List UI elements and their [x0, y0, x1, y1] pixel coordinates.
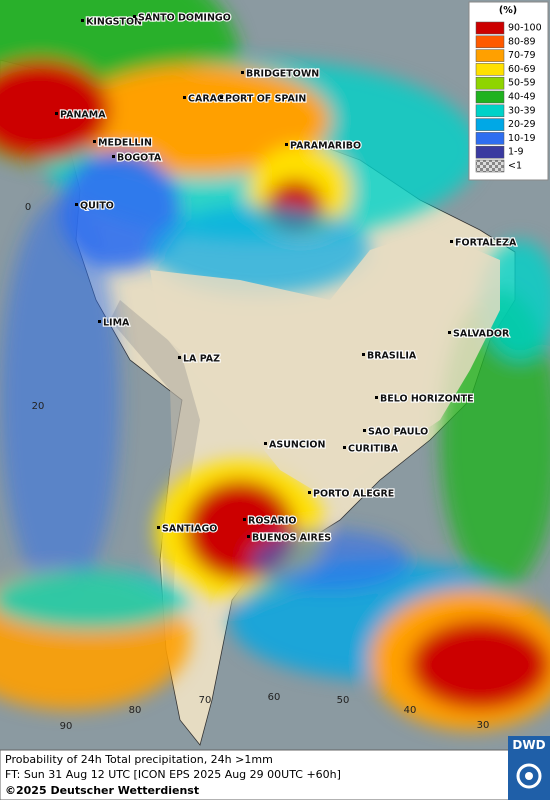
- city-marker: [133, 15, 136, 18]
- grid-label: 40: [404, 705, 417, 716]
- copyright: ©2025 Deutscher Wetterdienst: [5, 784, 199, 797]
- city-label: PORTO ALEGRE: [313, 489, 394, 500]
- legend-swatch: [475, 49, 505, 62]
- city-label: QUITO: [80, 201, 114, 212]
- city-label: MEDELLIN: [98, 138, 152, 149]
- city-marker: [363, 429, 366, 432]
- legend-swatch: [475, 145, 505, 159]
- footer-line: FT: Sun 31 Aug 12 UTC [ICON EPS 2025 Aug…: [5, 768, 341, 781]
- legend-swatch: [475, 21, 505, 35]
- city-label: LIMA: [103, 318, 130, 329]
- city-marker: [264, 442, 267, 445]
- legend-label: 1-9: [508, 147, 524, 158]
- legend-swatch: [475, 132, 505, 145]
- legend-label: 90-100: [508, 23, 542, 34]
- grid-label: 90: [60, 721, 73, 732]
- city-marker: [55, 112, 58, 115]
- city-marker: [98, 320, 101, 323]
- city-label: SANTIAGO: [162, 524, 217, 535]
- footer-line: Probability of 24h Total precipitation, …: [5, 753, 273, 766]
- map-area: [0, 0, 550, 750]
- legend-swatch: [475, 90, 505, 104]
- legend-label: 30-39: [508, 105, 536, 116]
- legend-label: 40-49: [508, 92, 536, 103]
- city-label: PORT OF SPAIN: [225, 94, 306, 105]
- city-marker: [75, 203, 78, 206]
- city-label: CARACAS: [188, 94, 238, 105]
- legend-title: (%): [499, 5, 517, 16]
- city-marker: [243, 518, 246, 521]
- grid-label: 50: [337, 695, 350, 706]
- logo-box: [508, 736, 550, 800]
- city-marker: [375, 396, 378, 399]
- grid-label: 30: [477, 720, 490, 731]
- city-label: BOGOTA: [117, 153, 162, 164]
- city-marker: [178, 356, 181, 359]
- city-marker: [220, 96, 223, 99]
- city-marker: [81, 19, 84, 22]
- city-label: FORTALEZA: [455, 238, 517, 249]
- grid-label: 20: [32, 401, 45, 412]
- city-label: PARAMARIBO: [290, 141, 361, 152]
- city-label: LA PAZ: [183, 354, 220, 365]
- city-label: SALVADOR: [453, 329, 510, 340]
- land-interior: [150, 230, 500, 500]
- logo-text: DWD: [512, 738, 545, 752]
- legend-swatch: [475, 35, 505, 49]
- city-marker: [183, 96, 186, 99]
- legend-swatch: [475, 159, 505, 173]
- city-label: PANAMA: [60, 110, 106, 121]
- grid-labels: 0 20 90 80 70 60 50 40 30: [25, 202, 490, 732]
- city-marker: [112, 155, 115, 158]
- footer-box: [0, 749, 550, 800]
- legend-swatch: [475, 118, 505, 131]
- legend-label: 60-69: [508, 64, 536, 75]
- city-label: ASUNCION: [269, 440, 325, 451]
- legend-label: 50-59: [508, 78, 536, 89]
- legend: (%) 90-100 80-89 70-79 60-69 50-59 40-49 30-39…: [468, 1, 549, 181]
- city-marker: [362, 353, 365, 356]
- city-label: KINGSTON: [86, 17, 142, 28]
- city-marker: [450, 240, 453, 243]
- grid-label: 0: [25, 202, 31, 213]
- city-label: CURITIBA: [348, 444, 399, 455]
- legend-label: 10-19: [508, 133, 536, 144]
- city-label: ROSARIO: [248, 516, 297, 527]
- city-label: BRIDGETOWN: [246, 69, 319, 80]
- legend-swatch: [475, 63, 505, 76]
- logo-icon: [516, 763, 542, 789]
- legend-swatch: [475, 76, 505, 90]
- city-marker: [448, 331, 451, 334]
- city-label: SANTO DOMINGO: [138, 13, 231, 24]
- city-label: BELO HORIZONTE: [380, 394, 474, 405]
- legend-swatch: [475, 104, 505, 118]
- city-marker: [285, 143, 288, 146]
- city-label: BUENOS AIRES: [252, 533, 331, 544]
- legend-items: 90-100 80-89 70-79 60-69 50-59 40-49 30-39 20-2…: [475, 21, 542, 173]
- andes: [110, 300, 200, 640]
- city-label: BRASILIA: [367, 351, 417, 362]
- city-marker: [247, 535, 250, 538]
- city-marker: [343, 446, 346, 449]
- grid-label: 70: [199, 695, 212, 706]
- logo-icon: [525, 772, 533, 780]
- legend-label: 20-29: [508, 119, 536, 130]
- grid-label: 60: [268, 692, 281, 703]
- city-marker: [157, 526, 160, 529]
- precipitation-field: [0, 0, 550, 730]
- city-label: SAO PAULO: [368, 427, 428, 438]
- city-marker: [308, 491, 311, 494]
- city-marker: [241, 71, 244, 74]
- legend-label: 80-89: [508, 36, 536, 47]
- grid-label: 80: [129, 705, 142, 716]
- footer: Probability of 24h Total precipitation, …: [0, 736, 550, 800]
- legend-label: 70-79: [508, 50, 536, 61]
- city-marker: [93, 140, 96, 143]
- legend-label: <1: [508, 161, 522, 172]
